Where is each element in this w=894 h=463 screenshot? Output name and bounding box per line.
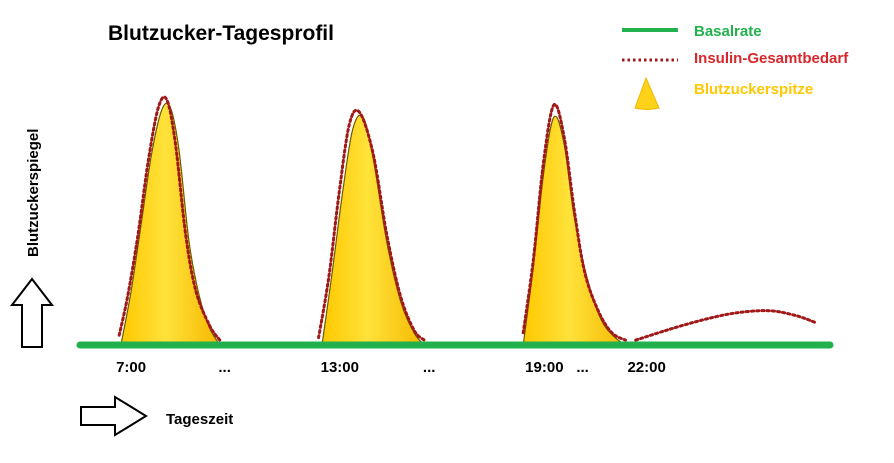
blutzuckerspitze-peak-1 [120,102,221,346]
insulin-gesamtbedarf-segment-1 [117,95,222,342]
x-tick-label-1: 7:00 [116,359,146,376]
x-tick-label-5: 19:00 [525,359,563,376]
legend: Basalrate Insulin-Gesamtbedarf Blutzucke… [622,23,849,110]
x-tick-label-2: ... [218,359,231,376]
y-axis-label: Blutzuckerspiegel [25,129,42,257]
x-axis-label: Tageszeit [166,411,233,428]
x-axis-arrow-icon [80,395,148,437]
x-tick-label-3: 13:00 [321,359,359,376]
x-tick-label-4: ... [423,359,436,376]
legend-basalrate-label: Basalrate [694,23,762,40]
x-tick-label-7: 22:00 [627,359,665,376]
legend-peak-label: Blutzuckerspitze [694,81,813,98]
insulin-gesamtbedarf-segment-2 [317,108,426,342]
legend-peak-swatch [634,76,660,110]
chart-title: Blutzucker-Tagesprofil [108,22,334,45]
legend-insulin-label: Insulin-Gesamtbedarf [694,50,849,67]
blutzuckerspitze-peak-3 [522,115,628,346]
plot-area [76,95,834,349]
x-tick-labels: 7:00... 13:00... 19:00... 22:00 [116,359,666,376]
insulin-gesamtbedarf-segment-3 [521,102,627,342]
insulin-gesamtbedarf-segment-4 [634,309,818,342]
y-axis-arrow-icon [9,277,55,348]
x-tick-label-6: ... [576,359,589,376]
